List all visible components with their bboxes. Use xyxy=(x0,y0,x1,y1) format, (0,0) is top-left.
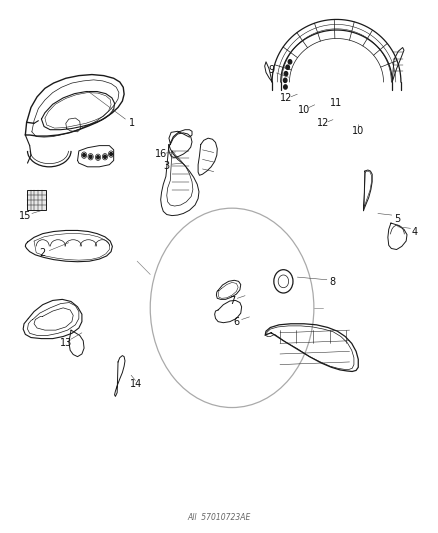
Text: 16: 16 xyxy=(155,149,168,159)
Text: 4: 4 xyxy=(412,227,418,237)
Text: 3: 3 xyxy=(164,161,170,171)
Text: 8: 8 xyxy=(329,277,335,287)
Text: 1: 1 xyxy=(129,118,135,128)
Circle shape xyxy=(283,78,287,83)
Text: 5: 5 xyxy=(394,214,401,224)
Text: 7: 7 xyxy=(229,296,235,306)
Text: 12: 12 xyxy=(317,118,330,128)
Circle shape xyxy=(284,85,287,89)
Circle shape xyxy=(284,71,288,76)
Text: 10: 10 xyxy=(352,126,364,136)
Text: 11: 11 xyxy=(329,98,342,108)
Text: 15: 15 xyxy=(19,211,32,221)
Bar xyxy=(27,190,46,211)
Text: 9: 9 xyxy=(268,66,274,75)
Text: 2: 2 xyxy=(39,248,46,259)
Text: 6: 6 xyxy=(233,317,240,327)
Circle shape xyxy=(97,156,99,159)
Circle shape xyxy=(286,65,290,69)
Text: 10: 10 xyxy=(298,105,310,115)
Text: 13: 13 xyxy=(60,338,72,349)
Text: All  57010723AE: All 57010723AE xyxy=(187,513,251,522)
Circle shape xyxy=(83,154,85,157)
Circle shape xyxy=(104,155,106,158)
Text: 12: 12 xyxy=(280,93,293,103)
Circle shape xyxy=(89,155,92,158)
Circle shape xyxy=(110,152,113,156)
Text: 14: 14 xyxy=(130,379,142,389)
Circle shape xyxy=(288,60,292,64)
